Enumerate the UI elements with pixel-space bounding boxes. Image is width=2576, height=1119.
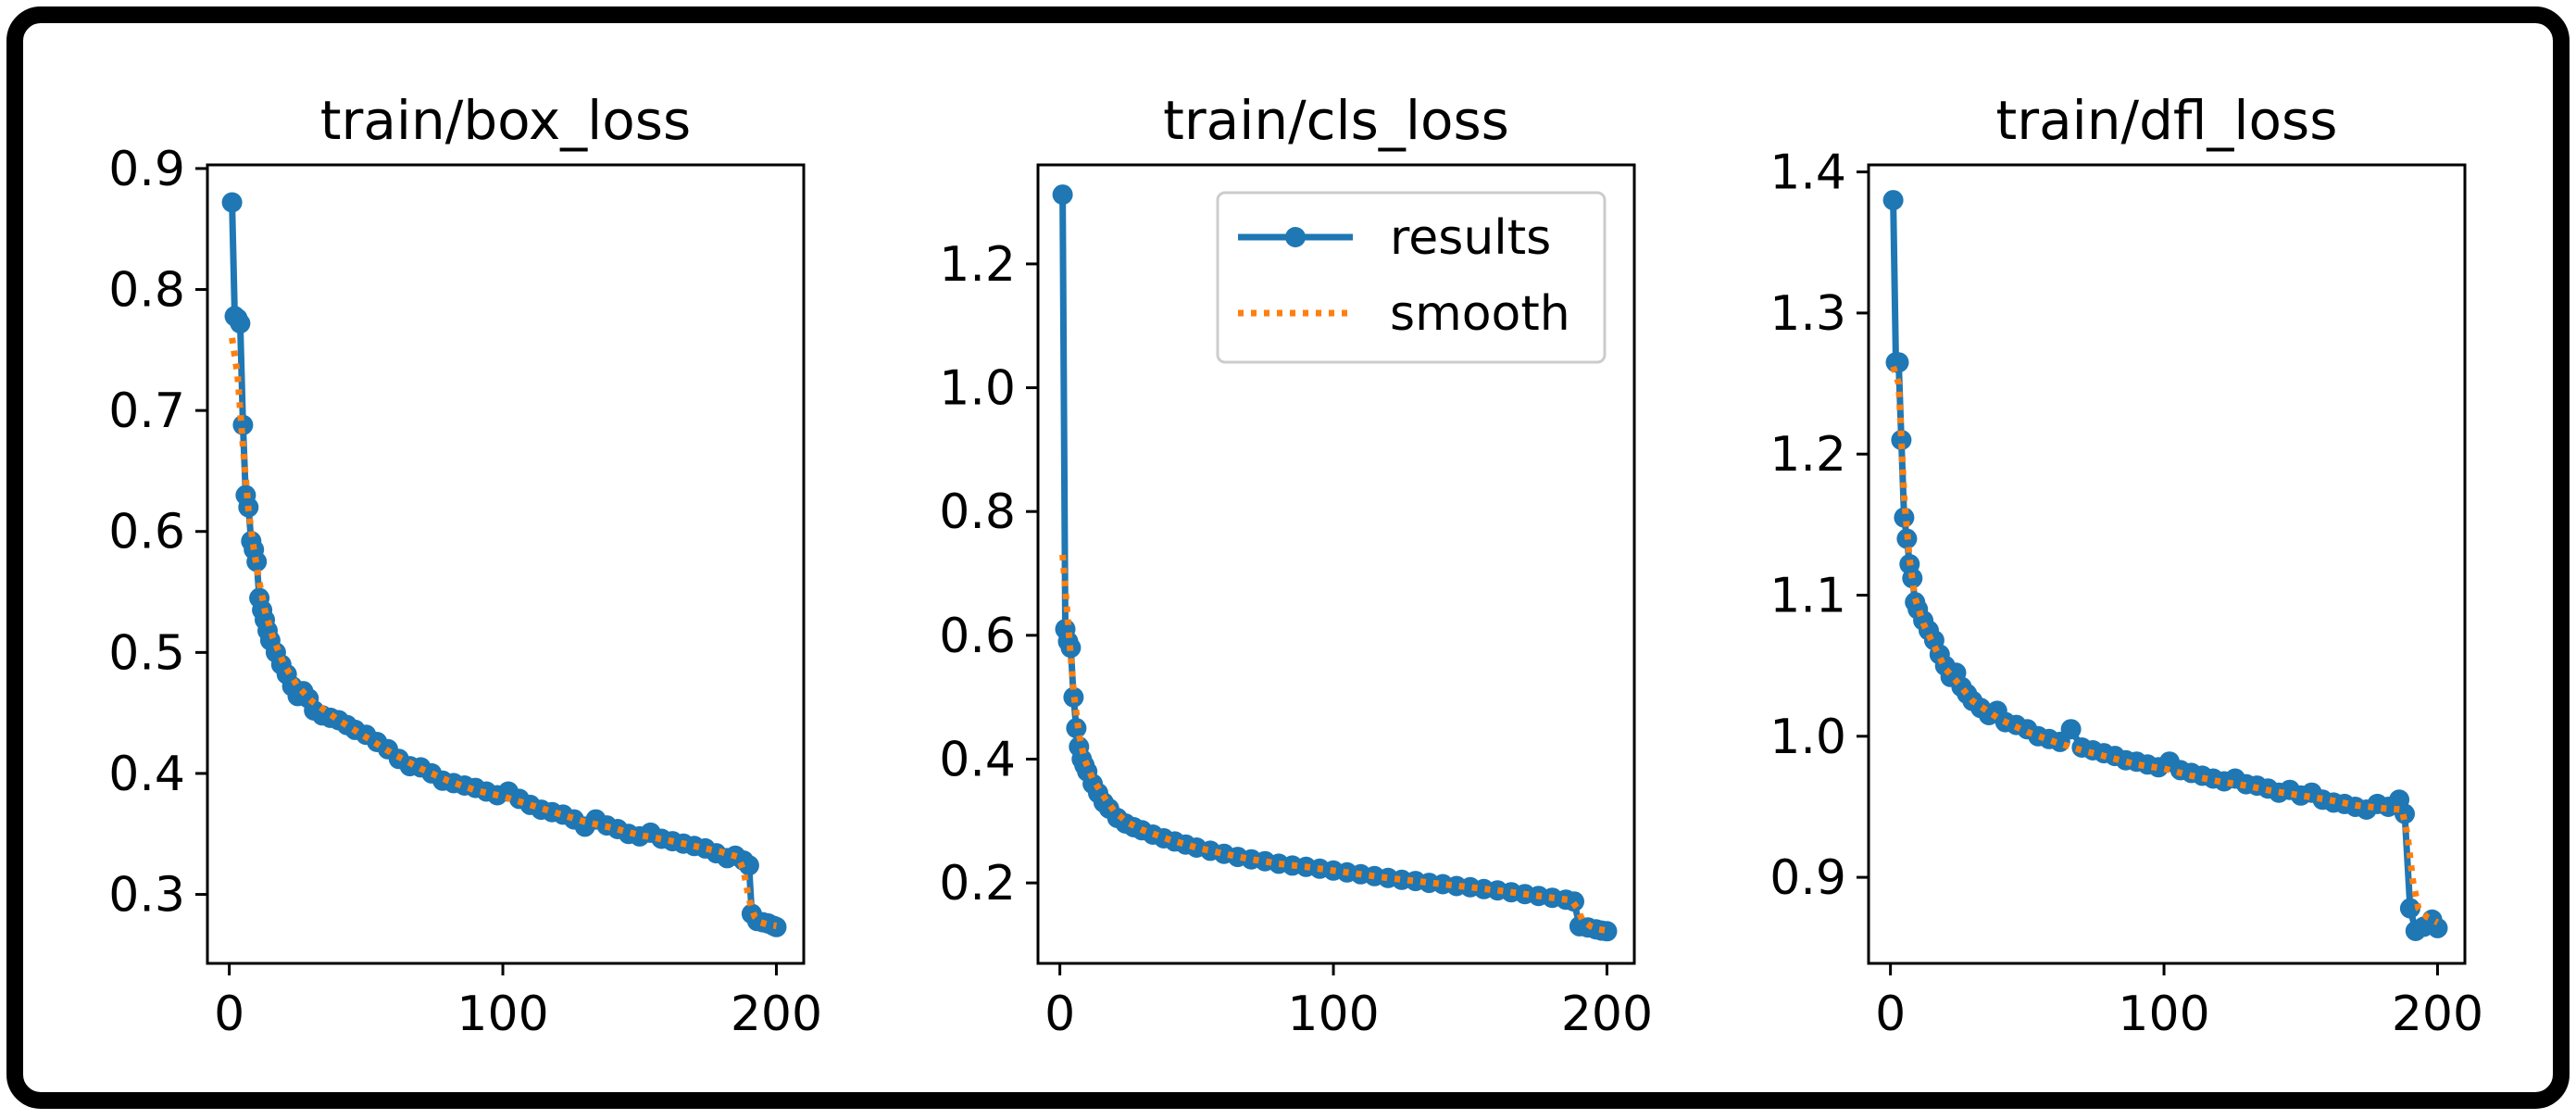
y-tick-label: 1.2 xyxy=(1769,427,1846,483)
chart-panel-1: train/box_loss 0 100 200 0.3 0.4 0.5 0.6 0.7 0.8 0… xyxy=(108,89,822,1042)
results-point xyxy=(2427,917,2448,938)
y-tick-label: 1.0 xyxy=(939,361,1016,417)
x-tick-label: 0 xyxy=(214,987,244,1042)
legend-label-results: results xyxy=(1390,210,1551,266)
axes-frame xyxy=(1867,163,2467,965)
results-point xyxy=(1052,184,1073,206)
y-tick-label: 0.9 xyxy=(108,142,185,197)
y-tick-label: 0.4 xyxy=(108,747,185,802)
smooth-line xyxy=(229,337,778,929)
y-tick-label: 1.4 xyxy=(1769,145,1846,201)
y-tick-label: 0.6 xyxy=(939,609,1016,664)
legend: results smooth xyxy=(1216,191,1607,364)
axes-frame xyxy=(1036,163,1636,965)
results-point xyxy=(2399,898,2420,919)
smooth-line xyxy=(1890,365,2440,925)
x-tick-label: 0 xyxy=(1875,987,1906,1042)
x-tick-label: 200 xyxy=(731,987,822,1042)
chart-panels: train/box_loss 0 100 200 0.3 0.4 0.5 0.6 0.7 0.8 0… xyxy=(108,89,2483,1042)
y-tick-label: 0.5 xyxy=(108,625,185,681)
chart-panel-3: train/dfl_loss 0 100 200 0.9 1.0 1.1 1.2 1.3 1.4 xyxy=(1769,89,2483,1042)
results-point xyxy=(1891,430,1912,450)
results-point xyxy=(2060,719,2082,740)
results-point xyxy=(230,313,251,334)
results-point xyxy=(766,916,787,937)
y-tick-label: 0.6 xyxy=(108,505,185,560)
y-tick-label: 0.9 xyxy=(1769,850,1846,906)
chart-title: train/cls_loss xyxy=(1163,89,1509,152)
x-tick-label: 200 xyxy=(2392,987,2483,1042)
chart-title: train/box_loss xyxy=(320,89,691,152)
y-tick-label: 0.8 xyxy=(108,263,185,319)
y-tick-label: 0.3 xyxy=(108,868,185,924)
results-point xyxy=(738,855,759,876)
y-tick-label: 1.0 xyxy=(1769,710,1846,765)
chart-title: train/dfl_loss xyxy=(1996,89,2338,152)
x-tick-label: 0 xyxy=(1044,987,1075,1042)
y-tick-label: 1.3 xyxy=(1769,286,1846,342)
results-point xyxy=(1564,891,1584,912)
results-point xyxy=(1882,190,1904,211)
results-point xyxy=(221,192,243,213)
legend-results-marker xyxy=(1285,227,1306,247)
y-tick-label: 0.7 xyxy=(108,383,185,439)
y-tick-label: 0.2 xyxy=(939,856,1016,912)
smooth-line xyxy=(1059,554,1608,935)
y-tick-label: 0.4 xyxy=(939,732,1016,787)
x-tick-label: 100 xyxy=(456,987,548,1042)
y-tick-label: 0.8 xyxy=(939,484,1016,540)
x-tick-label: 100 xyxy=(2118,987,2209,1042)
axes-frame xyxy=(206,163,806,965)
results-point xyxy=(2395,803,2415,824)
y-tick-label: 1.1 xyxy=(1769,569,1846,624)
results-point xyxy=(1596,921,1618,942)
legend-label-smooth: smooth xyxy=(1390,286,1570,342)
outer-border xyxy=(6,6,2570,1109)
y-tick-label: 1.2 xyxy=(939,237,1016,293)
chart-panel-2: train/cls_loss 0 100 200 0.2 0.4 0.6 0.8 1.0 1.2 r… xyxy=(939,89,1653,1042)
x-tick-label: 200 xyxy=(1561,987,1653,1042)
x-tick-label: 100 xyxy=(1287,987,1379,1042)
